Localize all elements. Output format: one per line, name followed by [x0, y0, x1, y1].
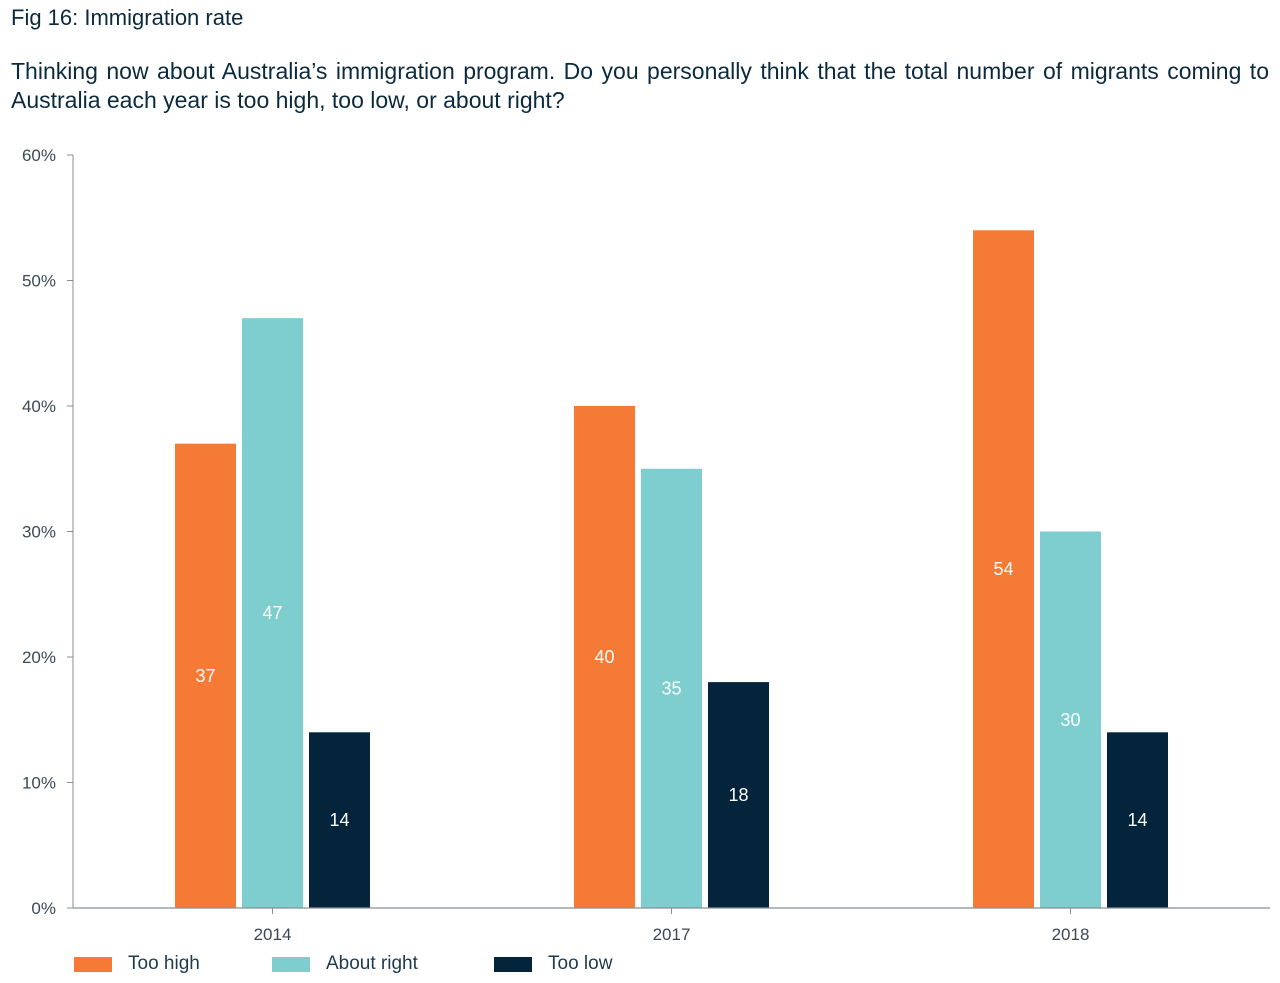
x-tick-label: 2018	[1052, 925, 1090, 944]
data-label: 14	[1127, 810, 1147, 830]
figure-title: Fig 16: Immigration rate	[11, 5, 244, 30]
y-tick-label: 30%	[22, 523, 56, 542]
y-tick-label: 60%	[22, 146, 56, 165]
data-label: 47	[262, 603, 282, 623]
data-label: 18	[728, 785, 748, 805]
legend-item-about-right: About right	[272, 953, 494, 975]
legend-label-too-low: Too low	[548, 953, 613, 974]
data-label: 40	[594, 647, 614, 667]
y-tick-label: 20%	[22, 648, 56, 667]
data-label: 37	[195, 666, 215, 686]
x-tick-label: 2017	[653, 925, 691, 944]
bar-too-low-2017	[708, 682, 769, 908]
legend-item-too-low: Too low	[494, 953, 612, 975]
bar-about-right-2018	[1040, 531, 1101, 908]
legend-label-about-right: About right	[326, 953, 418, 974]
data-label: 35	[661, 678, 681, 698]
survey-question: Thinking now about Australia’s immigrati…	[11, 58, 1269, 113]
y-tick-label: 10%	[22, 774, 56, 793]
legend: Too high About right Too low	[74, 953, 612, 975]
legend-swatch-too-low	[494, 956, 532, 972]
legend-item-too-high: Too high	[74, 953, 272, 975]
y-tick-label: 40%	[22, 397, 56, 416]
legend-swatch-about-right	[272, 956, 310, 972]
bar-about-right-2017	[641, 468, 702, 908]
legend-label-too-high: Too high	[128, 953, 200, 974]
bar-too-low-2014	[309, 732, 370, 908]
bar-too-high-2017	[574, 406, 635, 908]
bar-too-high-2018	[973, 230, 1034, 909]
bar-too-high-2014	[175, 443, 236, 908]
bar-too-low-2018	[1107, 732, 1168, 908]
data-label: 30	[1060, 710, 1080, 730]
y-tick-label: 50%	[22, 272, 56, 291]
bar-about-right-2014	[242, 318, 303, 908]
legend-swatch-too-high	[74, 956, 112, 972]
data-label: 54	[993, 559, 1013, 579]
data-label: 14	[329, 810, 349, 830]
y-tick-label: 0%	[31, 899, 56, 918]
x-tick-label: 2014	[254, 925, 292, 944]
